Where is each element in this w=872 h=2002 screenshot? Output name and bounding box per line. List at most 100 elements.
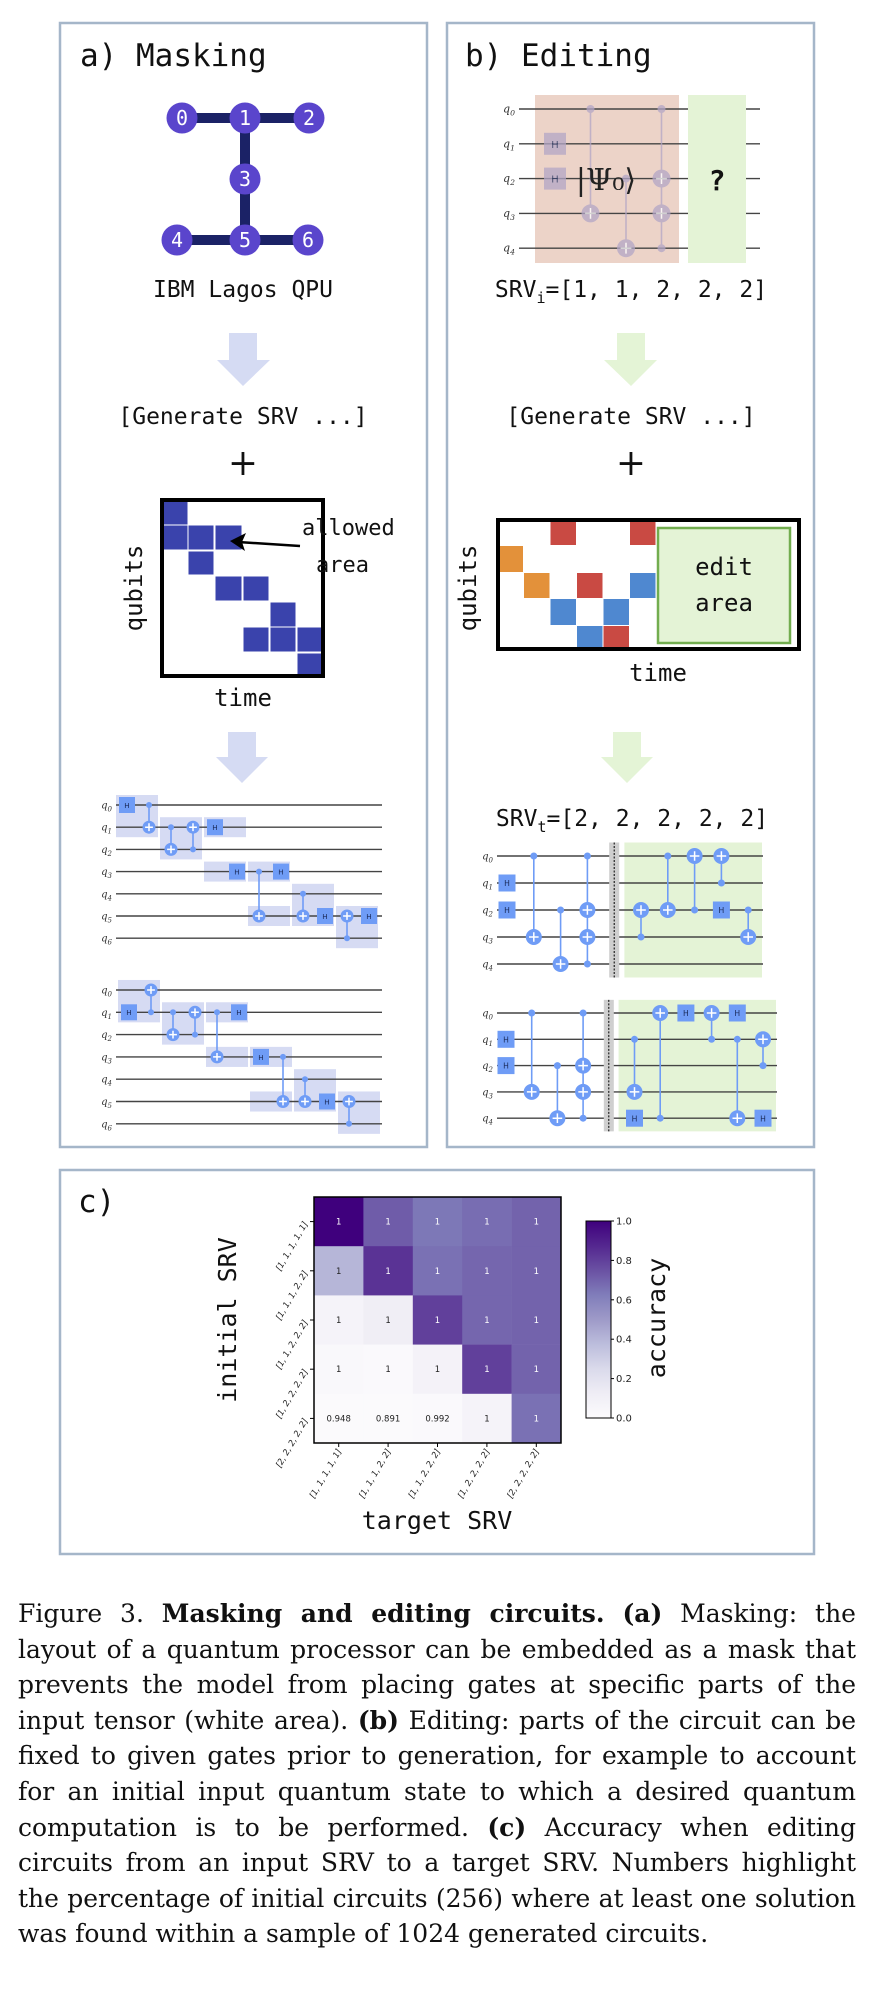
fixed-gate-cell xyxy=(603,626,629,649)
qubit-node-label: 6 xyxy=(302,228,314,252)
colorbar-tick-label: 1.0 xyxy=(616,1217,632,1228)
control-dot xyxy=(530,852,538,860)
target-plus xyxy=(552,1113,563,1123)
cnot-gate xyxy=(652,1005,669,1122)
control-dot xyxy=(280,1053,286,1060)
cnot-gate xyxy=(525,852,542,945)
edit-area-label-line1: edit xyxy=(695,553,753,581)
allowed-cell xyxy=(242,575,270,602)
control-dot xyxy=(744,906,752,914)
h-gate: H xyxy=(497,1030,515,1048)
cnot-gate xyxy=(166,1009,180,1042)
caption-bold-segment: (b) xyxy=(357,1705,399,1735)
plus-sign: + xyxy=(228,443,258,484)
colorbar-tick-label: 0.4 xyxy=(616,1335,632,1346)
h-gate-box xyxy=(728,1004,746,1022)
wire-label: q2 xyxy=(101,845,112,858)
srv-initial-label: SRVi=[1, 1, 2, 2, 2] xyxy=(495,277,767,307)
h-gate: H xyxy=(498,874,516,892)
cnot-gate xyxy=(276,1053,290,1108)
allowed-cell xyxy=(162,500,189,526)
qpu-topology-graph: 0 1 2 3 4 5 6 xyxy=(161,102,325,256)
allowed-cell xyxy=(162,524,189,551)
heatmap-cell xyxy=(412,1246,463,1296)
heatmap-cell-label: 0.891 xyxy=(376,1414,400,1424)
heatmap-cell xyxy=(462,1197,512,1247)
control-dot xyxy=(657,105,666,113)
target-plus xyxy=(147,986,155,994)
cnot-gate xyxy=(617,174,635,258)
h-gate: H xyxy=(273,863,289,880)
heatmap-cell xyxy=(511,1393,562,1444)
down-arrow-icon xyxy=(216,732,268,783)
qubit-node xyxy=(166,102,198,134)
allowed-cell xyxy=(296,626,323,653)
h-gate-label: H xyxy=(504,879,510,888)
cnot-gate xyxy=(579,852,596,968)
target-plus xyxy=(167,845,175,854)
control-dot xyxy=(583,852,591,860)
h-gate-label: H xyxy=(551,140,558,151)
heatmap-cell-label: 1 xyxy=(484,1316,489,1326)
down-arrow-icon xyxy=(217,333,270,386)
cnot-gate xyxy=(342,1095,356,1127)
h-gate-label: H xyxy=(503,1062,509,1071)
initial-state-label: |Ψ₀⟩ xyxy=(576,163,636,198)
generate-prompt: [Generate SRV ...] xyxy=(118,404,367,430)
control-dot xyxy=(528,1009,536,1017)
heatmap-cell-label: 1 xyxy=(435,1267,440,1277)
control-dot xyxy=(170,1009,176,1016)
wire-label: q2 xyxy=(101,1030,112,1043)
heatmap-cell xyxy=(314,1295,364,1345)
qubit-node-label: 3 xyxy=(239,167,251,191)
target-plus xyxy=(585,208,596,219)
cnot-gate xyxy=(210,1009,224,1064)
control-dot xyxy=(146,802,152,808)
cnot-gate xyxy=(296,890,310,923)
cnot-gate xyxy=(686,848,703,914)
heatmap-cell-label: 1 xyxy=(534,1414,539,1424)
h-gate: H xyxy=(728,1004,746,1022)
heatmap-cell xyxy=(363,1295,414,1345)
control-dot xyxy=(148,1009,154,1016)
panel-a-title: a) Masking xyxy=(80,38,267,74)
target-plus xyxy=(526,1087,537,1097)
target-plus xyxy=(689,851,700,861)
masked-circuit-2: q0 q1 q2 q3 q4 q5 q6 H H H H xyxy=(101,979,382,1134)
heatmap-cell-label: 1 xyxy=(336,1267,341,1277)
qubit-node xyxy=(161,224,193,256)
target-plus xyxy=(620,242,632,254)
wire-label: q0 xyxy=(482,1009,493,1022)
h-gate-label: H xyxy=(551,175,558,186)
heatmap-cell-label: 1 xyxy=(385,1267,390,1277)
srv-subscript: t xyxy=(537,818,546,836)
control-dot xyxy=(717,879,725,887)
h-gate-box xyxy=(497,1030,515,1048)
control-dot xyxy=(579,1114,587,1122)
qpu-label: IBM Lagos QPU xyxy=(153,277,333,303)
heatmap-cell xyxy=(363,1344,414,1395)
heatmap-cell-label: 0.992 xyxy=(425,1414,449,1424)
allowed-cell xyxy=(214,575,243,602)
colorbar-tick-label: 0.0 xyxy=(616,1414,632,1425)
caption-segment: Figure 3. xyxy=(18,1599,162,1628)
fixed-gate-cell xyxy=(603,599,629,625)
target-plus xyxy=(732,1113,743,1123)
heatmap-cell-label: 1 xyxy=(484,1414,489,1424)
colorbar-tick-label: 0.2 xyxy=(616,1374,632,1385)
heatmap-cell-label: 1 xyxy=(435,1316,440,1326)
edit-mask-grid xyxy=(497,520,656,649)
target-plus xyxy=(758,1034,768,1045)
target-plus xyxy=(191,1008,199,1017)
cnot-gate xyxy=(186,820,200,853)
caption-bold-segment: (a) xyxy=(622,1599,663,1628)
wire-label: q5 xyxy=(101,1097,112,1110)
h-gate: H xyxy=(677,1004,695,1022)
target-plus xyxy=(582,932,593,942)
cnot-gate xyxy=(549,1062,566,1127)
colorbar-gradient xyxy=(585,1220,612,1419)
srv-target-label: SRVt=[2, 2, 2, 2, 2] xyxy=(496,806,768,836)
control-dot xyxy=(190,846,196,853)
control-dot xyxy=(344,935,350,942)
colorbar: 0.0 0.2 0.4 0.6 0.8 1.0 xyxy=(585,1217,632,1425)
